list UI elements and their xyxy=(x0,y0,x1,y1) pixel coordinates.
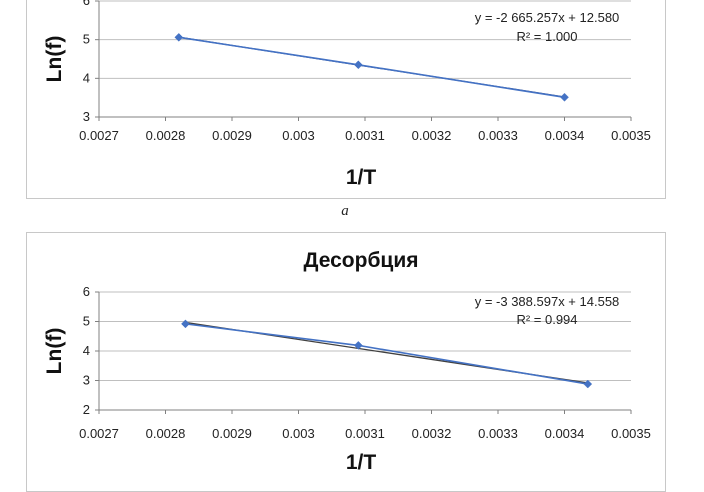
y-tick-label: 4 xyxy=(83,343,90,358)
y-tick-label: 4 xyxy=(83,70,90,85)
x-tick-label: 0.0027 xyxy=(79,128,119,143)
x-tick-label: 0.0035 xyxy=(611,426,651,441)
x-axis-title: 1/T xyxy=(346,166,377,189)
chart-a: 3 4 5 6 0.0027 0.0028 0.0029 0.003 0.0031 0.0032 0… xyxy=(26,0,666,199)
data-point xyxy=(174,32,184,42)
y-axis-title: Ln(f) xyxy=(43,36,66,83)
y-tick-label: 6 xyxy=(83,0,90,8)
y-tick-label: 2 xyxy=(83,402,90,417)
trendline-equation: y = -3 388.597x + 14.558 xyxy=(475,294,620,309)
y-tick-label: 5 xyxy=(83,32,90,47)
chart-title: Десорбция xyxy=(304,249,419,272)
y-tick-label: 3 xyxy=(83,109,90,124)
x-tick-label: 0.0032 xyxy=(412,426,452,441)
r-squared-label: R² = 0.994 xyxy=(516,312,577,327)
series-line xyxy=(185,323,588,385)
caption-a: a xyxy=(341,203,349,219)
data-point xyxy=(353,60,363,70)
x-tick-label: 0.0029 xyxy=(212,128,252,143)
x-tick-label: 0.0028 xyxy=(146,426,186,441)
chart-b: Десорбция 2 3 4 5 6 0.0027 0.0028 0.0029 0.003 0.0… xyxy=(26,232,666,492)
data-point xyxy=(583,379,593,389)
data-point xyxy=(560,92,569,102)
chart-b-plot: Десорбция 2 3 4 5 6 0.0027 0.0028 0.0029 0.003 0.0… xyxy=(43,249,651,474)
x-tick-label: 0.0029 xyxy=(212,426,252,441)
series-line xyxy=(178,36,565,99)
y-axis-title: Ln(f) xyxy=(43,328,66,375)
x-tick-label: 0.0035 xyxy=(611,128,651,143)
x-tick-label: 0.003 xyxy=(282,128,315,143)
r-squared-label: R² = 1.000 xyxy=(516,29,577,44)
x-tick-label: 0.0031 xyxy=(345,426,385,441)
x-tick-label: 0.0033 xyxy=(478,426,518,441)
x-tick-label: 0.0033 xyxy=(478,128,518,143)
x-tick-label: 0.0028 xyxy=(146,128,186,143)
x-tick-label: 0.0034 xyxy=(545,426,585,441)
chart-a-plot: 3 4 5 6 0.0027 0.0028 0.0029 0.003 0.0031 0.0032 0… xyxy=(43,0,651,189)
x-tick-label: 0.003 xyxy=(282,426,315,441)
trendline-equation: y = -2 665.257x + 12.580 xyxy=(475,10,620,25)
data-point xyxy=(181,319,190,329)
x-tick-label: 0.0027 xyxy=(79,426,119,441)
x-tick-label: 0.0031 xyxy=(345,128,385,143)
x-tick-label: 0.0032 xyxy=(412,128,452,143)
y-tick-label: 6 xyxy=(83,284,90,299)
x-tick-label: 0.0034 xyxy=(545,128,585,143)
data-point xyxy=(353,341,363,350)
y-tick-label: 3 xyxy=(83,373,90,388)
y-tick-label: 5 xyxy=(83,314,90,329)
x-axis-title: 1/T xyxy=(346,451,377,474)
